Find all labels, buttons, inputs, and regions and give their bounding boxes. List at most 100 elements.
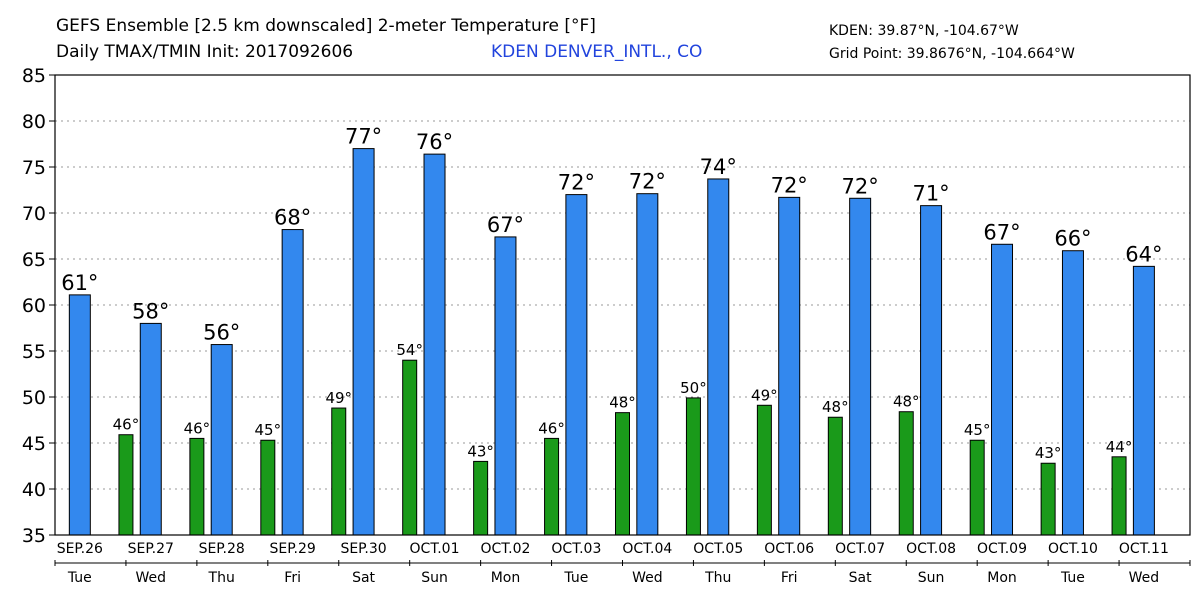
tmax-bar <box>139 322 162 536</box>
tmin-bar <box>685 397 701 536</box>
tmin-value-label: 49° <box>751 386 778 404</box>
tmax-bar <box>778 196 801 536</box>
tmin-value-label: 43° <box>1035 444 1062 462</box>
y-tick-label: 85 <box>22 65 46 87</box>
tmin-value-label: 48° <box>893 393 920 411</box>
date-label: SEP.27 <box>128 541 174 557</box>
tmin-value-label: 48° <box>822 398 849 416</box>
tmax-value-label: 77° <box>345 125 382 149</box>
tmax-value-label: 74° <box>700 155 737 179</box>
tmin-bar <box>969 439 985 536</box>
station-name: KDEN DENVER_INTL., CO <box>491 42 703 62</box>
tmin-value-label: 44° <box>1106 438 1133 456</box>
weekday-label: Fri <box>781 570 798 586</box>
tmax-bar <box>281 229 304 536</box>
tmax-bar <box>68 294 91 536</box>
weekday-label: Sat <box>352 570 375 586</box>
tmin-bar <box>331 407 347 536</box>
tmax-value-label: 72° <box>629 170 666 194</box>
weekday-label: Fri <box>284 570 301 586</box>
tmax-value-label: 58° <box>132 299 169 323</box>
tmin-value-label: 48° <box>609 394 636 412</box>
tmin-bar <box>544 437 560 536</box>
tmin-value-label: 49° <box>325 389 352 407</box>
tmin-value-label: 46° <box>184 419 211 437</box>
y-tick-label: 40 <box>22 479 46 501</box>
tmax-value-label: 56° <box>203 321 240 345</box>
tmin-value-label: 54° <box>396 341 423 359</box>
tmax-value-label: 67° <box>487 213 524 237</box>
chart-subtitle: Daily TMAX/TMIN Init: 2017092606 <box>56 42 354 62</box>
date-label: OCT.06 <box>764 541 814 557</box>
grid-point-coordinates: Grid Point: 39.8676°N, -104.664°W <box>829 46 1075 62</box>
weekday-label: Thu <box>208 570 235 586</box>
y-tick-label: 55 <box>22 341 46 363</box>
tmax-value-label: 72° <box>771 173 808 197</box>
tmax-bar <box>1132 265 1155 536</box>
y-tick-label: 45 <box>22 433 46 455</box>
y-tick-label: 60 <box>22 295 46 317</box>
weekday-label: Sun <box>421 570 448 586</box>
tmin-bar <box>827 416 843 536</box>
date-label: OCT.01 <box>410 541 460 557</box>
date-label: SEP.26 <box>57 541 103 557</box>
weekday-label: Tue <box>67 570 92 586</box>
tmin-bar <box>260 439 276 536</box>
tmax-bar <box>210 344 233 536</box>
weekday-label: Sun <box>918 570 945 586</box>
tmax-bar <box>920 205 943 536</box>
tmax-value-label: 72° <box>842 174 879 198</box>
y-tick-label: 80 <box>22 111 46 133</box>
date-label: OCT.07 <box>835 541 885 557</box>
date-label: OCT.10 <box>1048 541 1098 557</box>
tmax-bar <box>707 178 730 536</box>
date-label: SEP.30 <box>340 541 386 557</box>
tmin-bar <box>118 434 134 536</box>
date-label: OCT.05 <box>693 541 743 557</box>
tmax-bar <box>849 197 872 536</box>
tmin-value-label: 45° <box>964 421 991 439</box>
y-tick-label: 70 <box>22 203 46 225</box>
tmax-value-label: 64° <box>1125 242 1162 266</box>
tmax-value-label: 71° <box>912 182 949 206</box>
weekday-label: Sat <box>849 570 872 586</box>
date-label: OCT.08 <box>906 541 956 557</box>
weekday-label: Wed <box>632 570 663 586</box>
tmin-value-label: 46° <box>113 416 140 434</box>
tmax-value-label: 68° <box>274 206 311 230</box>
weekday-label: Thu <box>704 570 731 586</box>
date-label: SEP.28 <box>199 541 245 557</box>
tmax-bar <box>636 193 659 536</box>
tmin-bar <box>756 404 772 536</box>
chart-title: GEFS Ensemble [2.5 km downscaled] 2-mete… <box>56 16 596 36</box>
tmax-value-label: 67° <box>983 220 1020 244</box>
weekday-label: Wed <box>136 570 167 586</box>
plot-frame <box>54 74 1191 536</box>
date-label: OCT.03 <box>551 541 601 557</box>
tmax-bar <box>352 148 375 536</box>
tmax-value-label: 61° <box>61 271 98 295</box>
weekday-label: Mon <box>987 570 1017 586</box>
tmax-bar <box>423 153 446 536</box>
weekday-label: Tue <box>563 570 588 586</box>
weekday-label: Tue <box>1060 570 1085 586</box>
tmax-bar <box>1061 250 1084 536</box>
tmax-bar <box>494 236 517 536</box>
tmin-bar <box>898 411 914 536</box>
tmin-value-label: 50° <box>680 379 707 397</box>
tmin-bar <box>189 437 205 536</box>
tmin-bar <box>473 460 489 536</box>
weekday-label: Mon <box>491 570 521 586</box>
y-tick-label: 75 <box>22 157 46 179</box>
station-coordinates: KDEN: 39.87°N, -104.67°W <box>829 23 1019 39</box>
weekday-label: Wed <box>1129 570 1160 586</box>
tmin-bar <box>1111 456 1127 536</box>
date-label: OCT.11 <box>1119 541 1169 557</box>
y-tick-label: 35 <box>22 525 46 547</box>
tmax-bar <box>565 194 588 536</box>
tmin-bar <box>1040 462 1056 536</box>
tmax-value-label: 66° <box>1054 227 1091 251</box>
date-label: SEP.29 <box>270 541 316 557</box>
